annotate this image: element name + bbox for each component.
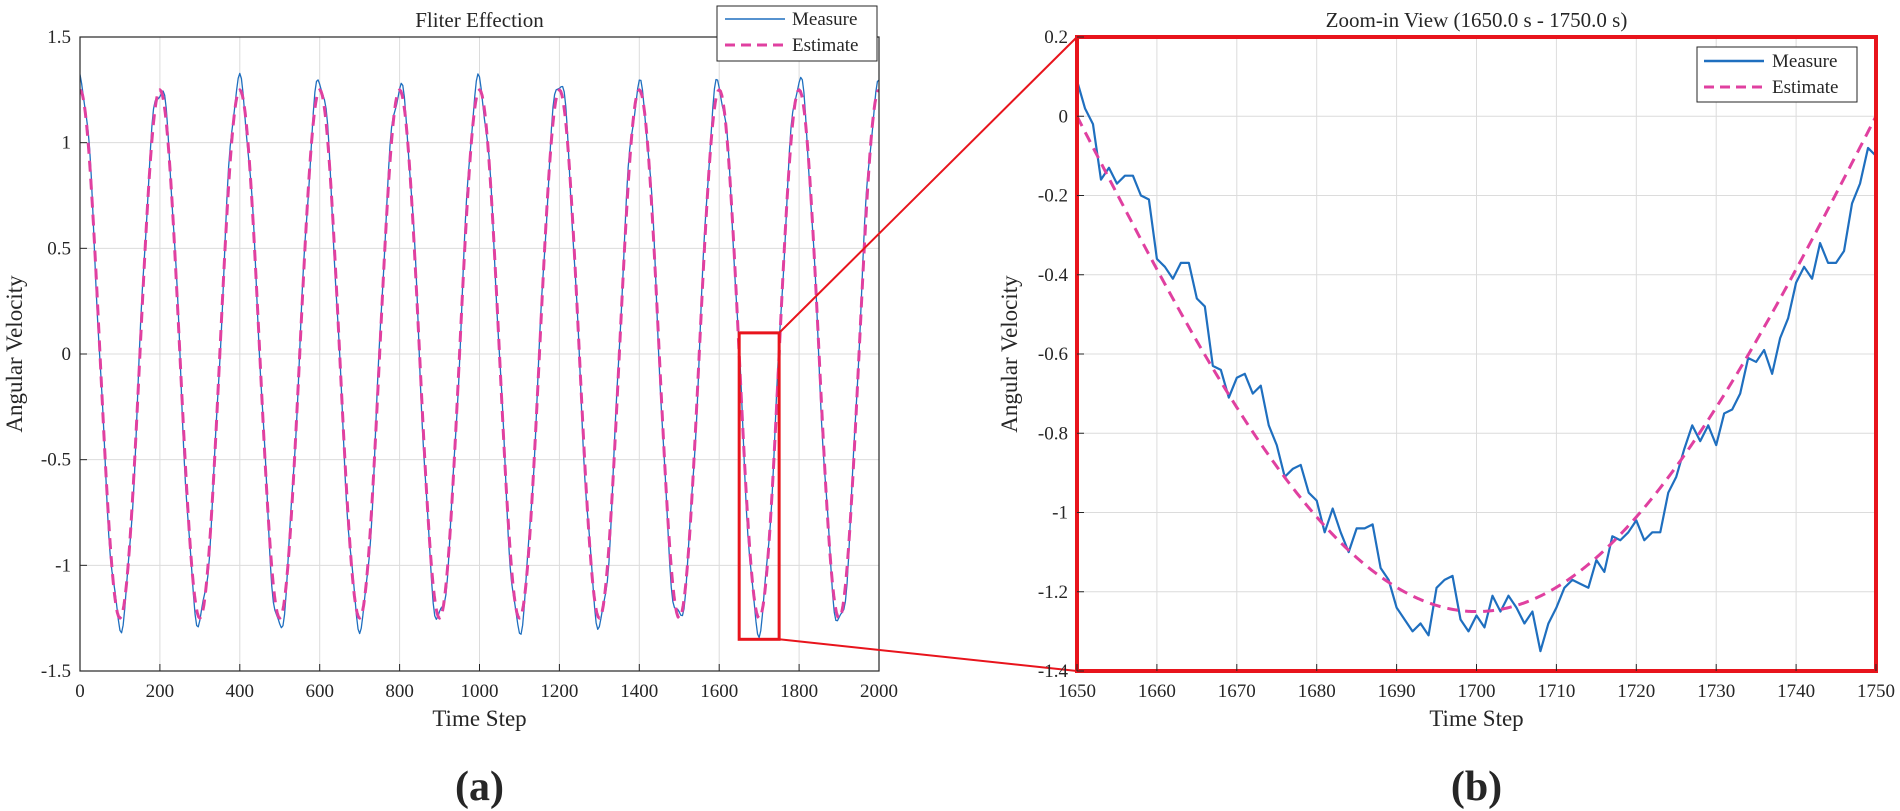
chart-b-legend-measure-label: Measure xyxy=(1772,51,1837,72)
chart-a-xtick-label-8: 1600 xyxy=(700,681,738,702)
chart-a-ytick-label-4: 0.5 xyxy=(47,238,71,259)
chart-b-ytick-label-3: -0.8 xyxy=(1038,423,1068,444)
chart-b-xtick-label-7: 1720 xyxy=(1617,681,1655,702)
chart-a-xtick-label-3: 600 xyxy=(305,681,334,702)
chart-a-legend-box xyxy=(716,5,878,62)
chart-b-legend: Measure Estimate xyxy=(1696,46,1858,103)
chart-b-ytick-label-8: 0.2 xyxy=(1044,27,1068,48)
chart-b-xtick-label-8: 1730 xyxy=(1697,681,1735,702)
chart-a-ytick-label-5: 1 xyxy=(62,133,72,154)
chart-a-title: Fliter Effection xyxy=(415,8,544,32)
chart-b-ticks: 1650 1660 1670 1680 1690 1700 1710 1720 1730 1740… xyxy=(1038,27,1895,702)
chart-a-xtick-label-0: 0 xyxy=(75,681,85,702)
chart-a-xlabel: Time Step xyxy=(432,706,526,731)
chart-a-series xyxy=(80,72,879,639)
chart-a-xtick-label-1: 200 xyxy=(146,681,175,702)
chart-b-ytick-label-4: -0.6 xyxy=(1038,344,1068,365)
chart-b-xtick-label-0: 1650 xyxy=(1058,681,1096,702)
chart-b-xtick-label-10: 1750 xyxy=(1857,681,1895,702)
chart-b-panel-label: (b) xyxy=(1451,764,1502,810)
chart-a-zoom-box xyxy=(737,331,781,641)
chart-a-xtick-label-9: 1800 xyxy=(780,681,818,702)
chart-a-ytick-label-0: -1.5 xyxy=(41,661,71,682)
chart-a-ytick-label-3: 0 xyxy=(62,344,72,365)
chart-a-legend: Measure Estimate xyxy=(716,5,878,62)
chart-b-xtick-label-5: 1700 xyxy=(1458,681,1496,702)
chart-a: 0 200 400 600 800 1000 1200 1400 1600 1800 2000 -1.… xyxy=(2,5,898,810)
chart-b-xtick-label-3: 1680 xyxy=(1298,681,1336,702)
chart-b-ytick-label-5: -0.4 xyxy=(1038,265,1069,286)
chart-b-ytick-label-1: -1.2 xyxy=(1038,582,1068,603)
zoom-connector-top xyxy=(778,36,1078,334)
chart-b-ytick-label-6: -0.2 xyxy=(1038,186,1068,207)
chart-b-legend-estimate-label: Estimate xyxy=(1772,77,1838,98)
chart-b: 1650 1660 1670 1680 1690 1700 1710 1720 1730 1740… xyxy=(997,8,1895,810)
chart-a-zoom-rect xyxy=(737,331,781,641)
chart-a-series-measure xyxy=(80,72,879,639)
chart-b-series-measure xyxy=(1077,80,1876,653)
chart-a-xtick-label-6: 1200 xyxy=(540,681,578,702)
chart-a-xtick-label-5: 1000 xyxy=(461,681,499,702)
chart-a-ticks: 0 200 400 600 800 1000 1200 1400 1600 1800 2000 -1.… xyxy=(41,27,898,702)
chart-a-xtick-label-4: 800 xyxy=(385,681,414,702)
chart-a-ytick-label-2: -0.5 xyxy=(41,450,71,471)
chart-a-panel-label: (a) xyxy=(455,764,504,810)
chart-a-ytick-label-1: -1 xyxy=(55,555,71,576)
chart-a-legend-estimate-label: Estimate xyxy=(792,35,858,56)
chart-b-title: Zoom-in View (1650.0 s - 1750.0 s) xyxy=(1326,8,1628,32)
chart-a-xtick-label-2: 400 xyxy=(226,681,255,702)
chart-a-ylabel: Angular Velocity xyxy=(2,275,27,433)
chart-b-ytick-label-7: 0 xyxy=(1059,106,1069,127)
chart-b-ytick-label-2: -1 xyxy=(1052,503,1068,524)
chart-b-xtick-label-2: 1670 xyxy=(1218,681,1256,702)
chart-b-xlabel: Time Step xyxy=(1429,706,1523,731)
chart-a-xtick-label-10: 2000 xyxy=(860,681,898,702)
chart-b-xtick-label-9: 1740 xyxy=(1777,681,1815,702)
chart-b-ytick-label-0: -1.4 xyxy=(1038,661,1069,682)
chart-a-series-estimate xyxy=(80,88,879,620)
chart-a-legend-measure-label: Measure xyxy=(792,9,857,30)
chart-b-xtick-label-6: 1710 xyxy=(1537,681,1575,702)
chart-b-ylabel: Angular Velocity xyxy=(997,275,1022,433)
chart-b-xtick-label-4: 1690 xyxy=(1378,681,1416,702)
zoom-connector-bottom xyxy=(779,638,1078,672)
chart-b-series xyxy=(1077,80,1876,653)
chart-b-legend-box xyxy=(1696,46,1858,103)
chart-a-xtick-label-7: 1400 xyxy=(620,681,658,702)
chart-a-ytick-label-6: 1.5 xyxy=(47,27,71,48)
chart-b-xtick-label-1: 1660 xyxy=(1138,681,1176,702)
